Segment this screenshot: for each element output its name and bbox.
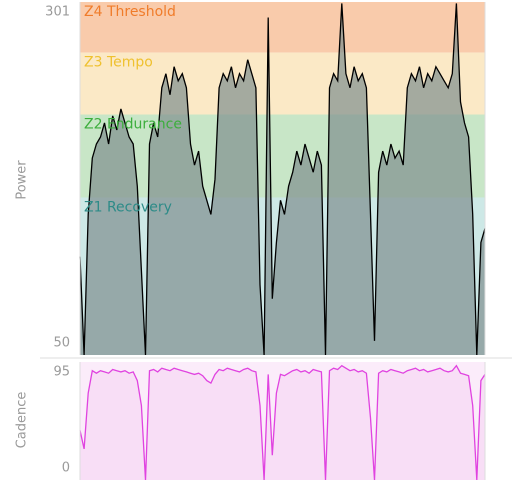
y-tick-label: 95 (53, 365, 70, 380)
y-axis-title: Cadence (15, 392, 30, 449)
zone-band (80, 2, 485, 53)
y-tick-label: 0 (62, 461, 70, 476)
series-line (79, 364, 486, 481)
area-fill (80, 3, 485, 356)
y-tick-label: 50 (53, 336, 70, 351)
series-line (79, 3, 486, 356)
zone-label: Z2 Endurance (84, 117, 182, 133)
zone-label: Z4 Threshold (84, 4, 176, 20)
y-tick-label: 301 (45, 5, 70, 20)
zone-label: Z1 Recovery (84, 199, 172, 215)
y-axis-title: Power (15, 160, 30, 200)
zone-label: Z3 Tempo (84, 55, 153, 71)
area-fill (80, 365, 485, 480)
